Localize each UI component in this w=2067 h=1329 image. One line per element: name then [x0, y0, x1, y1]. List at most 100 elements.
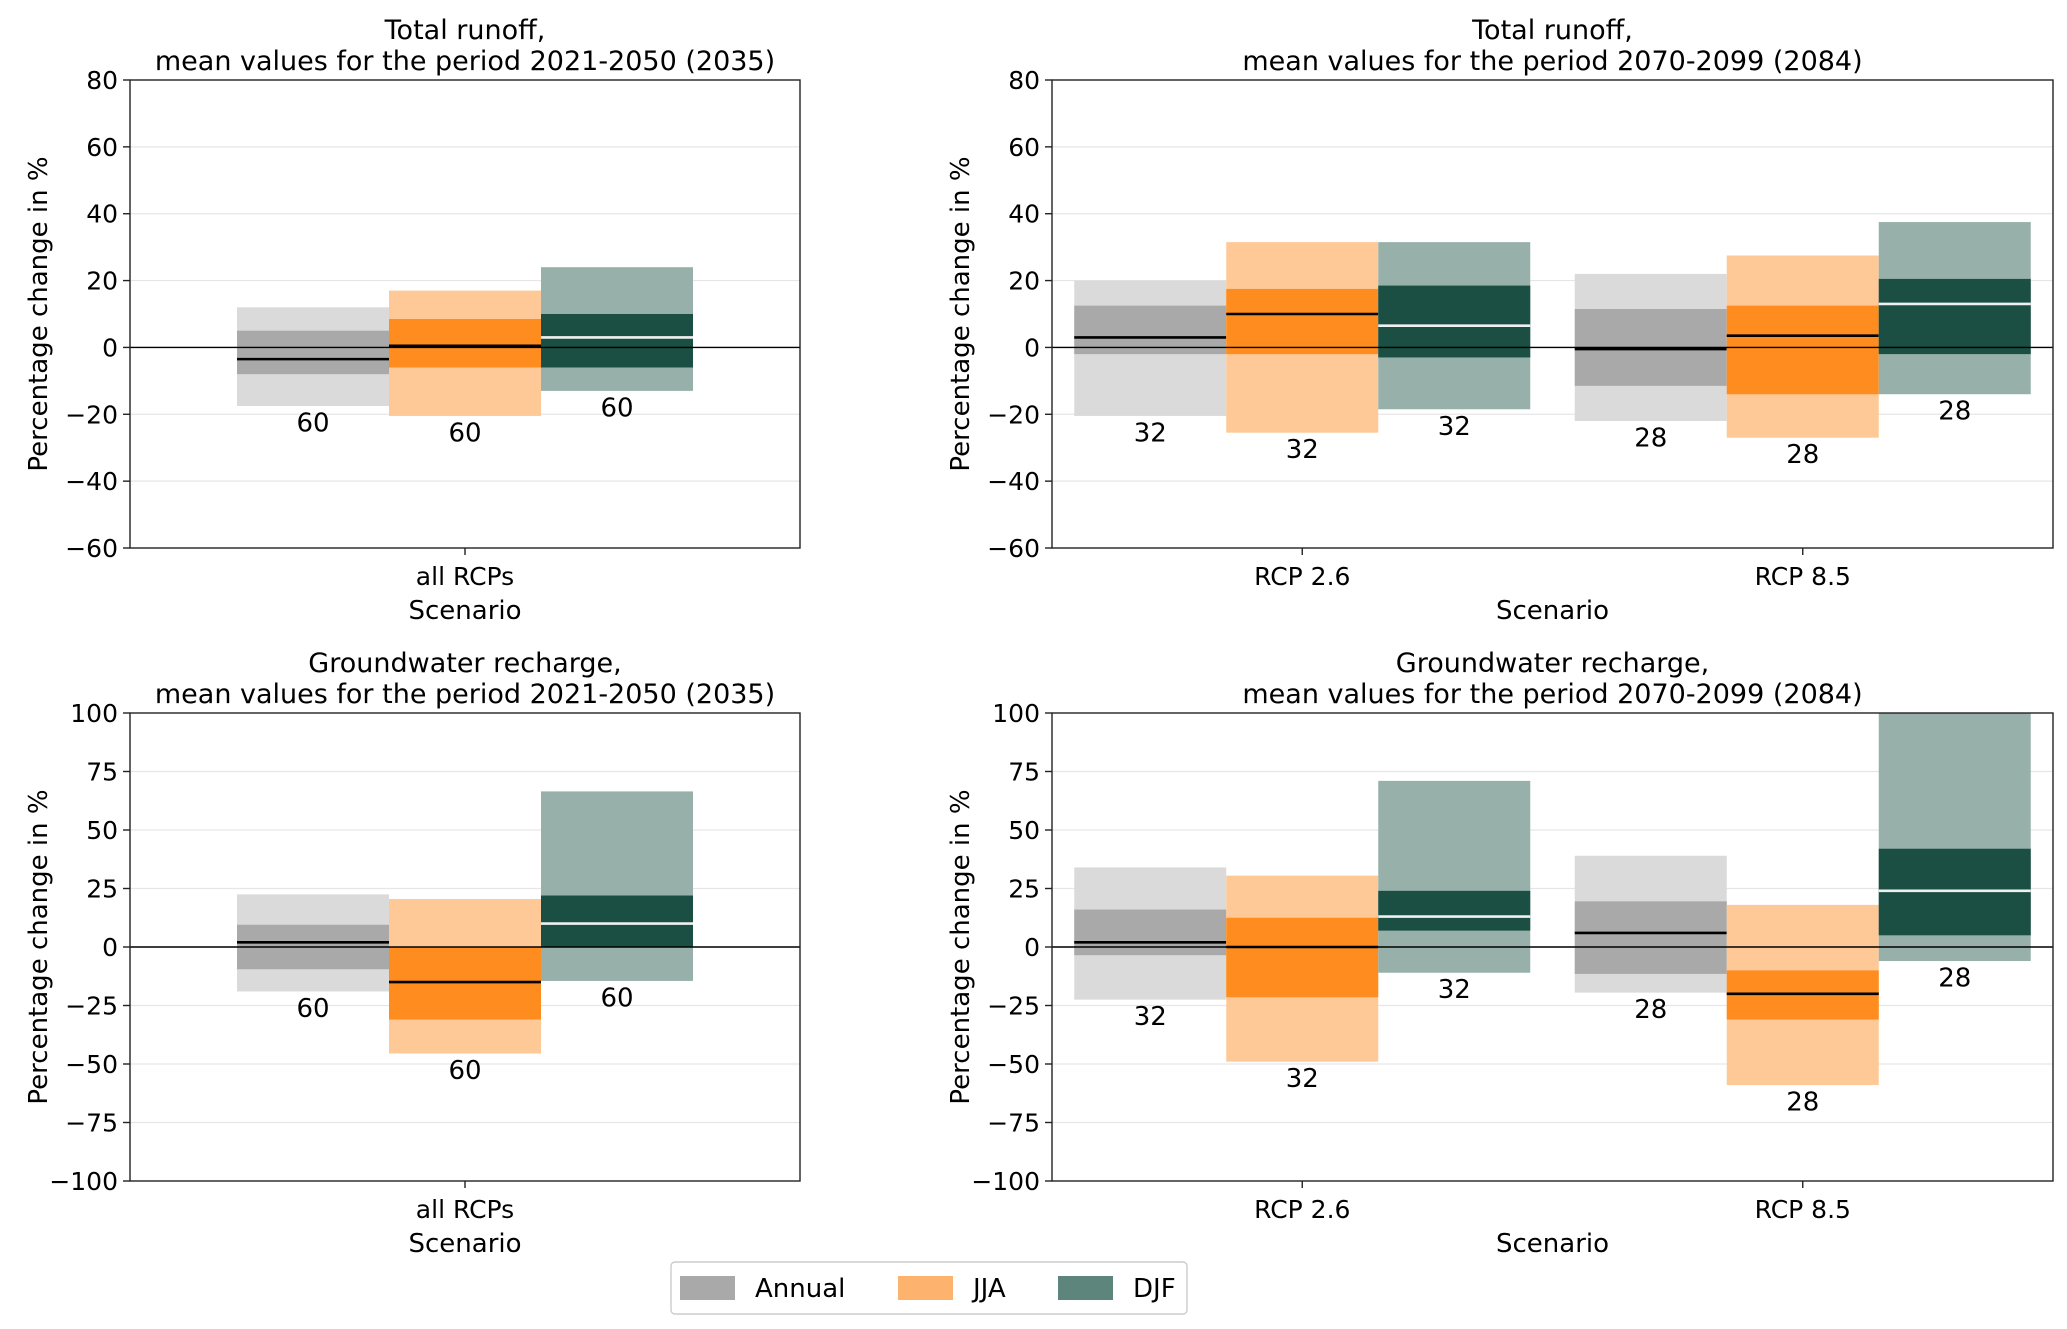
bar-count-label: 32: [1438, 975, 1471, 1005]
y-tick-label: 60: [86, 133, 118, 162]
bar-annual-1: 32: [1074, 867, 1227, 1032]
chart-panel-3: 60 60 60 −100 −75 −50 −25 0 25 50 75 100 all RCPs Sce…: [24, 648, 801, 1259]
legend-label: Annual: [755, 1274, 845, 1304]
chart-panel-4: 32 32 32 28 28 28 −100 −75 −50 −25 0 25 50 75 100 RCP 2…: [946, 648, 2054, 1259]
bar-count-label: 28: [1786, 1088, 1819, 1118]
bar-inner-range: [1726, 305, 1879, 395]
y-tick-label: 40: [1008, 200, 1040, 229]
bar-count-label: 28: [1938, 964, 1971, 994]
y-tick-label: 75: [86, 758, 118, 787]
x-axis-label: Scenario: [1496, 596, 1609, 626]
bar-djf-2: 28: [1878, 222, 2031, 427]
bar-jja-2: 28: [1726, 904, 1879, 1118]
y-tick-label: 0: [102, 933, 118, 962]
legend-label: DJF: [1133, 1274, 1176, 1304]
x-tick-label: all RCPs: [416, 1195, 514, 1224]
bar-outer-range: [1378, 780, 1531, 973]
y-tick-label: −20: [987, 400, 1040, 429]
bar-count-label: 60: [296, 994, 329, 1024]
y-tick-label: −50: [987, 1050, 1040, 1079]
bar-djf-1: 60: [541, 791, 693, 1013]
x-tick-label: RCP 2.6: [1254, 1195, 1350, 1224]
x-tick-label: RCP 8.5: [1755, 1195, 1851, 1224]
bar-inner-range: [1074, 909, 1227, 956]
y-tick-label: −20: [65, 400, 118, 429]
y-tick-label: 100: [992, 699, 1040, 728]
y-tick-label: 50: [1008, 816, 1040, 845]
y-tick-label: 50: [86, 816, 118, 845]
x-tick-label: all RCPs: [416, 562, 514, 591]
chart-panel-1: 60 60 60 −60 −40 −20 0 20 40 60 80 all RCPs Scenario…: [24, 15, 801, 626]
bar-count-label: 28: [1938, 397, 1971, 427]
bar-inner-range: [1226, 288, 1379, 355]
bar-annual-2: 28: [1574, 855, 1727, 1025]
bar-djf-1: 32: [1378, 780, 1531, 1005]
y-tick-label: 20: [86, 267, 118, 296]
bar-inner-range: [1378, 890, 1531, 931]
legend-swatch: [898, 1276, 953, 1300]
bar-djf-1: 60: [541, 267, 693, 423]
bar-inner-range: [1878, 278, 2031, 355]
y-tick-label: 25: [1008, 875, 1040, 904]
bar-jja-1: 60: [389, 290, 541, 448]
bar-outer-range: [541, 791, 693, 981]
bar-djf-1: 32: [1378, 242, 1531, 442]
x-axis-label: Scenario: [408, 1229, 521, 1259]
bar-count-label: 32: [1286, 1064, 1319, 1094]
x-tick-label: RCP 8.5: [1755, 562, 1851, 591]
legend-entry-djf: DJF: [1058, 1274, 1176, 1304]
bar-count-label: 60: [296, 408, 329, 438]
y-tick-label: −50: [65, 1050, 118, 1079]
bar-annual-1: 60: [237, 894, 389, 1024]
y-tick-label: 80: [86, 66, 118, 95]
y-axis-label: Percentage change in %: [24, 789, 54, 1104]
chart-title-line: Groundwater recharge,: [1396, 648, 1709, 679]
y-tick-label: −40: [65, 467, 118, 496]
bar-inner-range: [1574, 901, 1727, 974]
bar-count-label: 60: [448, 1056, 481, 1086]
y-tick-label: 75: [1008, 758, 1040, 787]
y-tick-label: 0: [102, 333, 118, 362]
chart-title-line: mean values for the period 2070-2099 (20…: [1242, 679, 1862, 710]
x-tick-label: RCP 2.6: [1254, 562, 1350, 591]
y-tick-label: −60: [987, 534, 1040, 563]
y-tick-label: 0: [1024, 933, 1040, 962]
legend-entry-annual: Annual: [680, 1274, 845, 1304]
chart-title-line: mean values for the period 2021-2050 (20…: [155, 46, 775, 77]
bar-count-label: 32: [1134, 418, 1167, 448]
x-axis-label: Scenario: [1496, 1229, 1609, 1259]
y-tick-label: 25: [86, 875, 118, 904]
bar-jja-1: 60: [389, 899, 541, 1086]
bar-inner-range: [237, 330, 389, 375]
bar-inner-range: [389, 319, 541, 368]
y-tick-label: −75: [987, 1109, 1040, 1138]
y-tick-label: 60: [1008, 133, 1040, 162]
plot-frame: [1051, 79, 2054, 549]
bar-inner-range: [541, 895, 693, 947]
x-axis-label: Scenario: [408, 596, 521, 626]
y-tick-label: 100: [70, 699, 118, 728]
legend-entry-jja: JJA: [898, 1274, 1006, 1304]
y-tick-label: −25: [987, 992, 1040, 1021]
bar-count-label: 60: [600, 393, 633, 423]
bar-annual-1: 60: [237, 307, 389, 438]
y-tick-label: −25: [65, 992, 118, 1021]
bar-jja-1: 32: [1226, 875, 1379, 1094]
bar-annual-1: 32: [1074, 280, 1227, 448]
bar-inner-range: [1378, 285, 1531, 358]
y-tick-label: 0: [1024, 333, 1040, 362]
bar-count-label: 60: [600, 983, 633, 1013]
legend: Annual JJA DJF: [670, 1261, 1188, 1315]
bar-count-label: 28: [1786, 440, 1819, 470]
bar-jja-1: 32: [1226, 242, 1379, 465]
chart-title-line: Total runoff,: [1471, 15, 1633, 46]
chart-panels: 60 60 60 −60 −40 −20 0 20 40 60 80 all RCPs Scenario…: [24, 15, 2054, 1259]
bar-djf-2: 28: [1878, 713, 2031, 994]
bar-inner-range: [541, 314, 693, 368]
legend-swatch: [680, 1276, 735, 1300]
bar-count-label: 32: [1438, 412, 1471, 442]
y-axis-label: Percentage change in %: [946, 789, 976, 1104]
bar-count-label: 32: [1286, 435, 1319, 465]
y-tick-label: −100: [49, 1167, 118, 1196]
